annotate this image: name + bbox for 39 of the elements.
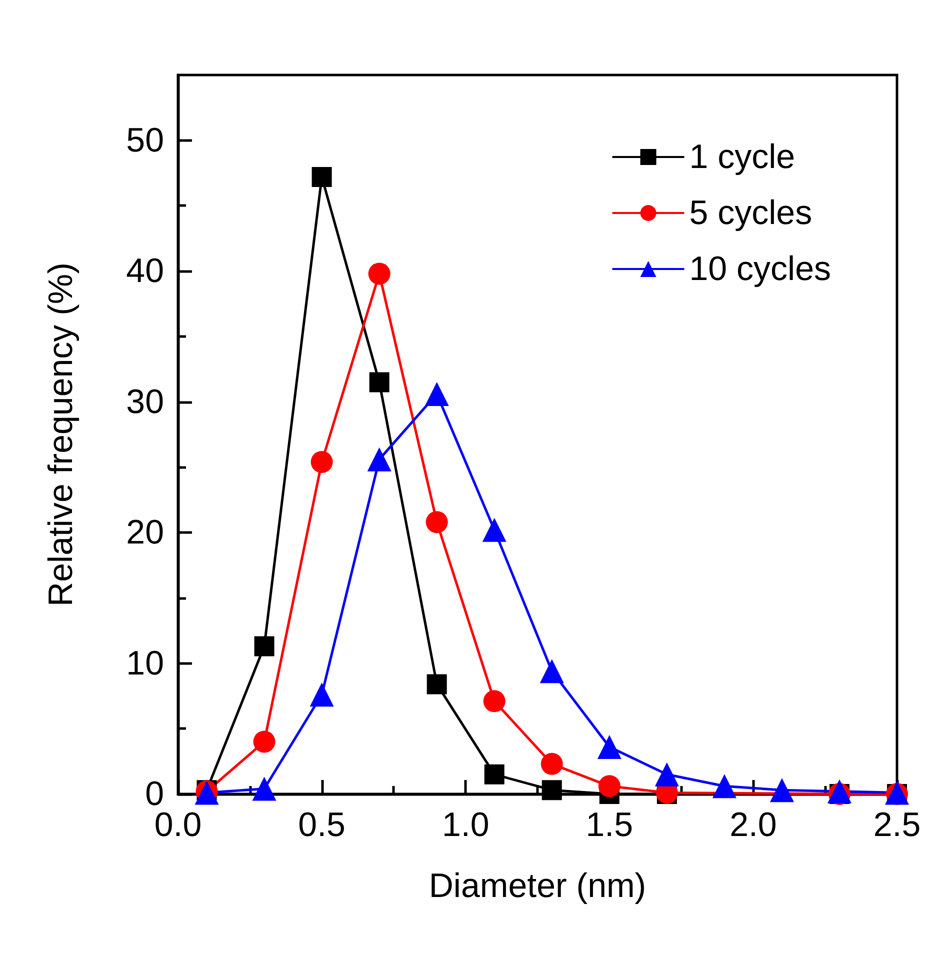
point (310, 682, 334, 707)
point (598, 775, 620, 798)
y-tick-label: 10 (126, 644, 164, 682)
point (540, 752, 563, 775)
point (369, 372, 390, 392)
point (484, 764, 504, 784)
point (540, 659, 564, 684)
x-tick-label: 2.5 (873, 806, 921, 844)
legend-label: 10 cycles (689, 250, 832, 288)
legend-label: 1 cycle (689, 138, 796, 176)
point (597, 734, 622, 759)
x-tick-label: 0.5 (298, 806, 346, 844)
y-tick-label: 40 (126, 252, 164, 290)
x-tick-label: 2.0 (730, 806, 777, 844)
y-axis-title: Relative frequency (%) (42, 262, 80, 606)
point (426, 511, 448, 534)
x-tick-label: 1.5 (586, 806, 634, 844)
point (482, 518, 506, 542)
point (367, 447, 392, 472)
y-tick-label: 30 (126, 382, 164, 421)
point (654, 762, 679, 786)
point (253, 730, 276, 753)
point (368, 262, 390, 285)
point (310, 450, 333, 473)
point (827, 779, 852, 804)
x-tick-label: 1.0 (442, 806, 490, 844)
point (254, 636, 274, 656)
point (483, 690, 506, 712)
point (712, 774, 736, 798)
y-tick-label: 20 (126, 514, 164, 552)
legend-label: 5 cycles (689, 194, 812, 232)
point (252, 776, 276, 801)
point (426, 674, 447, 694)
point (770, 778, 794, 802)
point (424, 382, 449, 406)
x-axis-title: Diameter (nm) (428, 867, 646, 905)
point (312, 166, 332, 187)
point (542, 780, 562, 800)
y-tick-label: 50 (126, 121, 164, 160)
